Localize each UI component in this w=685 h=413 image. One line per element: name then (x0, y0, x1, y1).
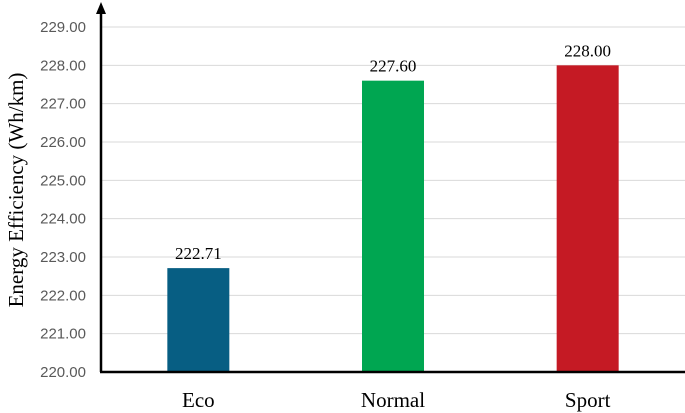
y-tick-label: 225.00 (40, 172, 86, 189)
data-label: 222.71 (175, 244, 222, 263)
data-label: 228.00 (564, 41, 611, 60)
y-tick-label: 229.00 (40, 19, 86, 36)
y-axis-arrowhead (96, 2, 106, 14)
x-category-label: Sport (565, 388, 611, 412)
y-tick-label: 222.00 (40, 287, 86, 304)
y-tick-label: 221.00 (40, 326, 86, 343)
bar-normal (362, 80, 424, 373)
y-tick-label: 227.00 (40, 96, 86, 113)
x-category-label: Normal (361, 388, 425, 412)
bar-eco (167, 268, 230, 372)
y-tick-label: 224.00 (40, 211, 86, 228)
y-axis-title: Energy Efficiency (Wh/km) (4, 73, 28, 308)
y-tick-label: 223.00 (40, 249, 86, 266)
y-tick-label: 226.00 (40, 134, 86, 151)
y-axis-tick-labels: 220.00 221.00 222.00 223.00 224.00 225.00 226.… (40, 19, 86, 381)
x-axis-category-labels: Eco Normal Sport (182, 388, 611, 412)
bar-sport (556, 65, 619, 372)
y-tick-label: 228.00 (40, 57, 86, 74)
x-category-label: Eco (182, 388, 215, 412)
bars (167, 65, 619, 373)
y-tick-label: 220.00 (40, 364, 86, 381)
data-labels: 222.71 227.60 228.00 (175, 41, 611, 263)
data-label: 227.60 (370, 57, 417, 76)
